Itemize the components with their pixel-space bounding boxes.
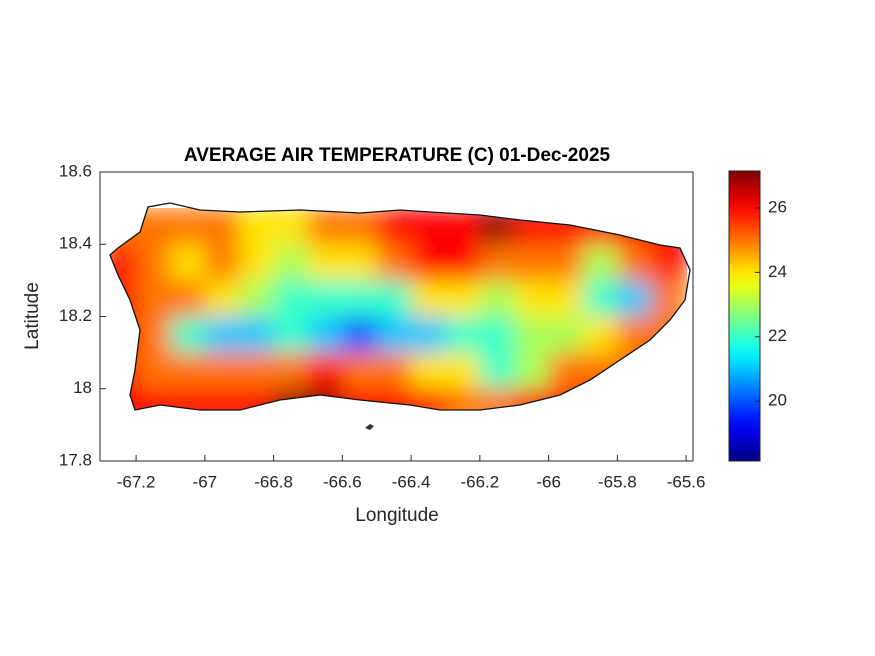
temperature-cell [479,388,515,410]
temperature-cell [411,208,446,245]
chart-title: AVERAGE AIR TEMPERATURE (C) 01-Dec-2025 [184,145,611,166]
temperature-cell [342,280,378,317]
temperature-cell [170,244,206,281]
temperature-cell [204,280,240,317]
temperature-cell [136,244,171,281]
temperature-cell [411,388,446,410]
temperature-cell [376,208,412,245]
x-tick-label: -66.4 [392,472,431,491]
temperature-cell [479,352,515,390]
temperature-cell [307,244,343,281]
temperature-cell [239,280,275,317]
temperature-cell [445,316,481,354]
temperature-cell [514,244,550,281]
temperature-cell [170,280,206,317]
temperature-cell [136,280,171,317]
temperature-cell [204,352,240,390]
temperature-cell [548,244,584,281]
temperature-cell [479,280,515,317]
temperature-cell [582,244,618,281]
temperature-cell [307,352,343,390]
temperature-cell [273,352,309,390]
y-tick-label: 18.2 [59,306,92,325]
temperature-cell [307,280,343,317]
temperature-cell [136,316,171,354]
x-tick-label: -67.2 [117,472,156,491]
x-tick-label: -65.6 [667,472,706,491]
temperature-cell [170,352,206,390]
temperature-cell [170,316,206,354]
temperature-cell [376,244,412,281]
x-tick-label: -65.8 [598,472,637,491]
colorbar-tick-label: 26 [768,197,787,216]
temperature-cell [582,280,618,317]
temperature-cell [479,316,515,354]
temperature-cell [204,388,240,410]
temperature-cell [170,388,206,410]
temperature-cell [239,244,275,281]
temperature-cell [411,316,446,354]
temperature-cell [411,244,446,281]
temperature-cell [342,352,378,390]
temperature-cell [376,316,412,354]
x-tick-label: -66.6 [323,472,362,491]
temperature-cell [239,208,275,245]
temperature-cell [411,352,446,390]
x-axis-label: Longitude [355,505,438,526]
temperature-cell [273,280,309,317]
y-tick-label: 18.4 [59,234,92,253]
x-tick-label: -66.2 [460,472,499,491]
temperature-cell [411,280,446,317]
temperature-cell [445,280,481,317]
y-axis-label: Latitude [22,282,43,350]
temperature-cell [548,316,584,354]
y-tick-label: 18 [73,378,92,397]
islet [365,424,374,430]
temperature-cell [307,316,343,354]
temperature-cell [273,316,309,354]
temperature-cell [342,208,378,245]
colorbar-tick-label: 20 [768,391,787,410]
temperature-cell [204,316,240,354]
x-tick-label: -67 [193,472,218,491]
temperature-cell [514,352,550,390]
temperature-cell [445,352,481,390]
temperature-cell [445,388,481,410]
colorbar-tick-label: 22 [768,326,787,345]
temperature-cell [445,244,481,281]
temperature-cell [376,280,412,317]
temperature-cell [204,208,240,245]
coastline [109,202,691,411]
temperature-cell [273,244,309,281]
temperature-cell [582,316,618,354]
temperature-cell [617,280,653,317]
temperature-cell [514,280,550,317]
temperature-cell [342,244,378,281]
x-tick-label: -66.8 [254,472,293,491]
temperature-cell [548,352,584,390]
x-tick-label: -66 [536,472,561,491]
temperature-cell [239,352,275,390]
temperature-cell [479,244,515,281]
temperature-cell [617,244,653,281]
temperature-cell [239,316,275,354]
temperature-cell [376,352,412,390]
y-tick-label: 18.6 [59,161,92,180]
temperature-cell [342,316,378,354]
temperature-cell [273,208,309,245]
temperature-cell [514,316,550,354]
y-tick-label: 17.8 [59,450,92,469]
colorbar-tick-label: 24 [768,262,787,281]
temperature-cell [136,352,171,390]
temperature-cell [548,280,584,317]
colorbar [728,170,761,462]
temperature-cell [204,244,240,281]
temperature-cell [170,208,206,245]
temperature-cell [307,208,343,245]
